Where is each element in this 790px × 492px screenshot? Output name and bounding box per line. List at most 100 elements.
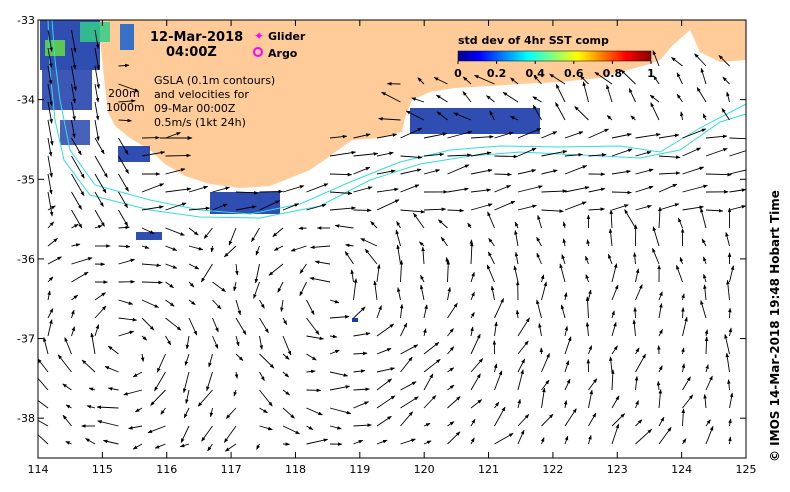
velocity-arrow [635, 419, 643, 427]
velocity-arrow [396, 287, 401, 301]
velocity-arrow [611, 190, 632, 195]
velocity-arrow [564, 360, 570, 373]
velocity-arrow [447, 130, 473, 139]
velocity-arrow [400, 168, 422, 175]
velocity-arrow [541, 281, 548, 301]
velocity-arrow [107, 345, 119, 355]
velocity-arrow [47, 29, 53, 53]
velocity-arrow [721, 108, 730, 121]
velocity-arrow [399, 303, 404, 319]
velocity-arrow [423, 169, 441, 175]
sst-patch [410, 108, 540, 134]
velocity-arrow [259, 317, 269, 334]
velocity-arrow [635, 185, 654, 193]
velocity-arrow [729, 137, 746, 140]
velocity-arrow [118, 209, 129, 227]
velocity-arrow [514, 230, 519, 247]
velocity-arrow [494, 184, 512, 193]
velocity-arrow [399, 259, 404, 283]
velocity-arrow [588, 434, 592, 445]
velocity-arrow [560, 304, 566, 319]
velocity-arrow [395, 229, 401, 247]
velocity-arrow [467, 222, 472, 229]
velocity-arrow [470, 188, 492, 193]
velocity-arrow [188, 245, 204, 251]
velocity-arrow [71, 223, 79, 229]
colorbar-tick-label: 1 [647, 67, 655, 80]
velocity-arrow [517, 340, 529, 355]
velocity-arrow [562, 221, 567, 229]
velocity-arrow [234, 371, 239, 379]
velocity-arrow [228, 227, 237, 246]
velocity-arrow [141, 263, 162, 268]
velocity-arrow [71, 326, 75, 337]
velocity-arrow [210, 245, 214, 253]
velocity-arrow [514, 221, 519, 229]
velocity-arrow [62, 414, 72, 427]
velocity-arrow [447, 431, 461, 445]
velocity-arrow [487, 211, 495, 229]
colorbar-tick-label: 0.4 [525, 67, 545, 80]
velocity-arrow [635, 347, 640, 355]
velocity-arrow [94, 47, 100, 71]
colorbar-tick-label: 0.6 [564, 67, 584, 80]
velocity-arrow [353, 423, 372, 427]
velocity-arrow [682, 184, 708, 193]
velocity-arrow [206, 371, 213, 392]
velocity-arrow [447, 384, 455, 391]
velocity-arrow [653, 75, 660, 85]
velocity-arrow [165, 168, 186, 175]
y-axis: -33 -34 -35 -36 -37 -38 [17, 14, 746, 425]
velocity-arrow [704, 329, 709, 337]
velocity-arrow [703, 273, 707, 283]
velocity-arrow [400, 396, 419, 409]
velocity-arrow [470, 151, 492, 157]
velocity-arrow [118, 225, 130, 230]
velocity-arrow [701, 238, 707, 247]
velocity-arrow [611, 413, 626, 427]
velocity-arrow [728, 327, 733, 337]
velocity-arrow [564, 435, 569, 445]
velocity-arrow [705, 375, 713, 391]
velocity-arrow [681, 293, 685, 301]
velocity-arrow [376, 187, 399, 193]
velocity-arrow [726, 91, 730, 103]
velocity-arrow [436, 94, 448, 103]
note-line-1: GSLA (0.1m contours) [154, 74, 275, 87]
velocity-arrow [38, 373, 49, 391]
velocity-arrow [611, 263, 618, 283]
velocity-arrow [702, 113, 707, 121]
velocity-arrow [729, 392, 734, 409]
velocity-arrow [423, 358, 441, 373]
velocity-arrow [150, 389, 166, 406]
velocity-arrow [65, 404, 72, 409]
velocity-arrow [223, 245, 237, 258]
velocity-arrow [47, 83, 53, 107]
velocity-arrow [329, 206, 356, 211]
velocity-arrow [306, 335, 325, 340]
sst-patch [120, 24, 134, 50]
velocity-arrow [494, 321, 498, 337]
velocity-arrow [682, 147, 702, 157]
velocity-arrow [94, 292, 106, 301]
velocity-arrow [447, 286, 451, 301]
velocity-arrow [635, 204, 652, 211]
velocity-arrow [376, 133, 398, 139]
velocity-arrow [423, 373, 434, 391]
velocity-arrow [71, 243, 81, 247]
velocity-arrow [376, 264, 381, 283]
velocity-arrow [470, 418, 476, 427]
velocity-arrow [541, 189, 568, 193]
velocity-arrow [282, 203, 300, 211]
velocity-arrow [97, 420, 119, 427]
velocity-arrow [64, 337, 72, 355]
velocity-arrow [353, 186, 373, 193]
velocity-arrow [38, 400, 49, 409]
velocity-arrow [658, 329, 663, 337]
y-tick-label: -38 [17, 412, 35, 425]
velocity-arrow [224, 443, 237, 452]
velocity-arrow [423, 132, 448, 139]
velocity-arrow [423, 152, 445, 157]
velocity-arrow [38, 419, 49, 427]
velocity-arrow [555, 102, 566, 121]
